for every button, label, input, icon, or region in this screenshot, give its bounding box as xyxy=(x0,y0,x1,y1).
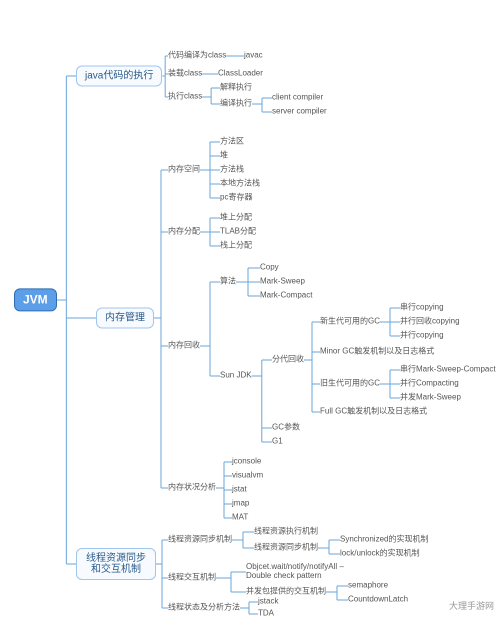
node-root: JVM xyxy=(14,288,57,311)
node-b3: 内存回收 xyxy=(168,342,200,351)
node-c3b: TDA xyxy=(258,610,274,618)
node-c1b1: Synchronized的实现机制 xyxy=(340,536,428,545)
node-b3b: Sun JDK xyxy=(220,372,252,381)
node-c1: 线程资源同步机制 xyxy=(168,536,232,545)
node-b3a1: Copy xyxy=(260,264,279,273)
mindmap-stage: JVM java代码的执行代码编译为class javac 装载class ClassL… xyxy=(0,0,500,616)
node-a3: 执行class xyxy=(168,93,202,102)
node-b2c: 栈上分配 xyxy=(220,242,252,251)
node-c2b2: CountdownLatch xyxy=(348,596,408,605)
node-b4a: jconsole xyxy=(232,458,261,467)
node-a1a: javac xyxy=(244,52,263,61)
node-c2: 线程交互机制 xyxy=(168,574,216,583)
node-c3a: jstack xyxy=(258,598,278,607)
node-b3b1a1: 串行copying xyxy=(400,304,444,313)
node-b3b1: 分代回收 xyxy=(272,356,304,365)
node-b3b3: G1 xyxy=(272,438,283,447)
node-b3b2: GC参数 xyxy=(272,424,300,433)
node-b3b1c2: 并行Compacting xyxy=(400,380,459,389)
node-a3b2: server compiler xyxy=(272,108,327,117)
node-a3a: 解释执行 xyxy=(220,84,252,93)
node-a1: 代码编译为class xyxy=(168,52,226,61)
node-c2a: Objcet.wait/notify/notifyAll –Double che… xyxy=(246,563,344,581)
node-b1a: 方法区 xyxy=(220,138,244,147)
node-b1c: 方法栈 xyxy=(220,166,244,175)
node-b3b1c1: 串行Mark-Sweep-Compact xyxy=(400,366,496,375)
node-c2b: 并发包提供的交互机制 xyxy=(246,588,326,597)
node-b1d: 本地方法栈 xyxy=(220,180,260,189)
node-b1b: 堆 xyxy=(220,152,228,161)
node-b3b1b: Minor GC触发机制以及日志格式 xyxy=(320,348,434,357)
node-b4: 内存状况分析 xyxy=(168,484,216,493)
node-b3b1a3: 并行copying xyxy=(400,332,444,341)
node-b3a3: Mark-Compact xyxy=(260,292,312,301)
node-c1b2: lock/unlock的实现机制 xyxy=(340,550,420,559)
node-a3b: 编译执行 xyxy=(220,100,252,109)
node-b1e: pc寄存器 xyxy=(220,194,252,203)
node-b3b1a: 新生代可用的GC xyxy=(320,318,380,327)
node-b2: 内存分配 xyxy=(168,228,200,237)
watermark-text: 大理手游网 xyxy=(449,599,494,612)
node-b4c: jstat xyxy=(232,486,247,495)
node-b1: 内存空间 xyxy=(168,166,200,175)
node-c3: 线程状态及分析方法 xyxy=(168,604,240,613)
node-b2b: TLAB分配 xyxy=(220,228,256,237)
node-a2: 装载class xyxy=(168,70,202,79)
node-b3b1c: 旧生代可用的GC xyxy=(320,380,380,389)
node-b4e: MAT xyxy=(232,514,248,523)
node-a: java代码的执行 xyxy=(76,66,162,87)
node-c1b: 线程资源同步机制 xyxy=(254,544,318,553)
node-c2b1: semaphore xyxy=(348,582,388,591)
node-b: 内存管理 xyxy=(96,308,154,329)
node-b3b1c3: 并发Mark-Sweep xyxy=(400,394,461,403)
node-b3b1a2: 并行回收copying xyxy=(400,318,460,327)
node-b2a: 堆上分配 xyxy=(220,214,252,223)
node-c: 线程资源同步和交互机制 xyxy=(76,548,156,580)
node-a3b1: client compiler xyxy=(272,94,323,103)
node-b4d: jmap xyxy=(232,500,249,509)
node-b4b: visualvm xyxy=(232,472,263,481)
node-b3a: 算法 xyxy=(220,278,236,287)
node-b3a2: Mark-Sweep xyxy=(260,278,305,287)
node-c1a: 线程资源执行机制 xyxy=(254,528,318,537)
node-a2a: ClassLoader xyxy=(218,70,263,79)
node-b3b1d: Full GC触发机制以及日志格式 xyxy=(320,408,427,417)
